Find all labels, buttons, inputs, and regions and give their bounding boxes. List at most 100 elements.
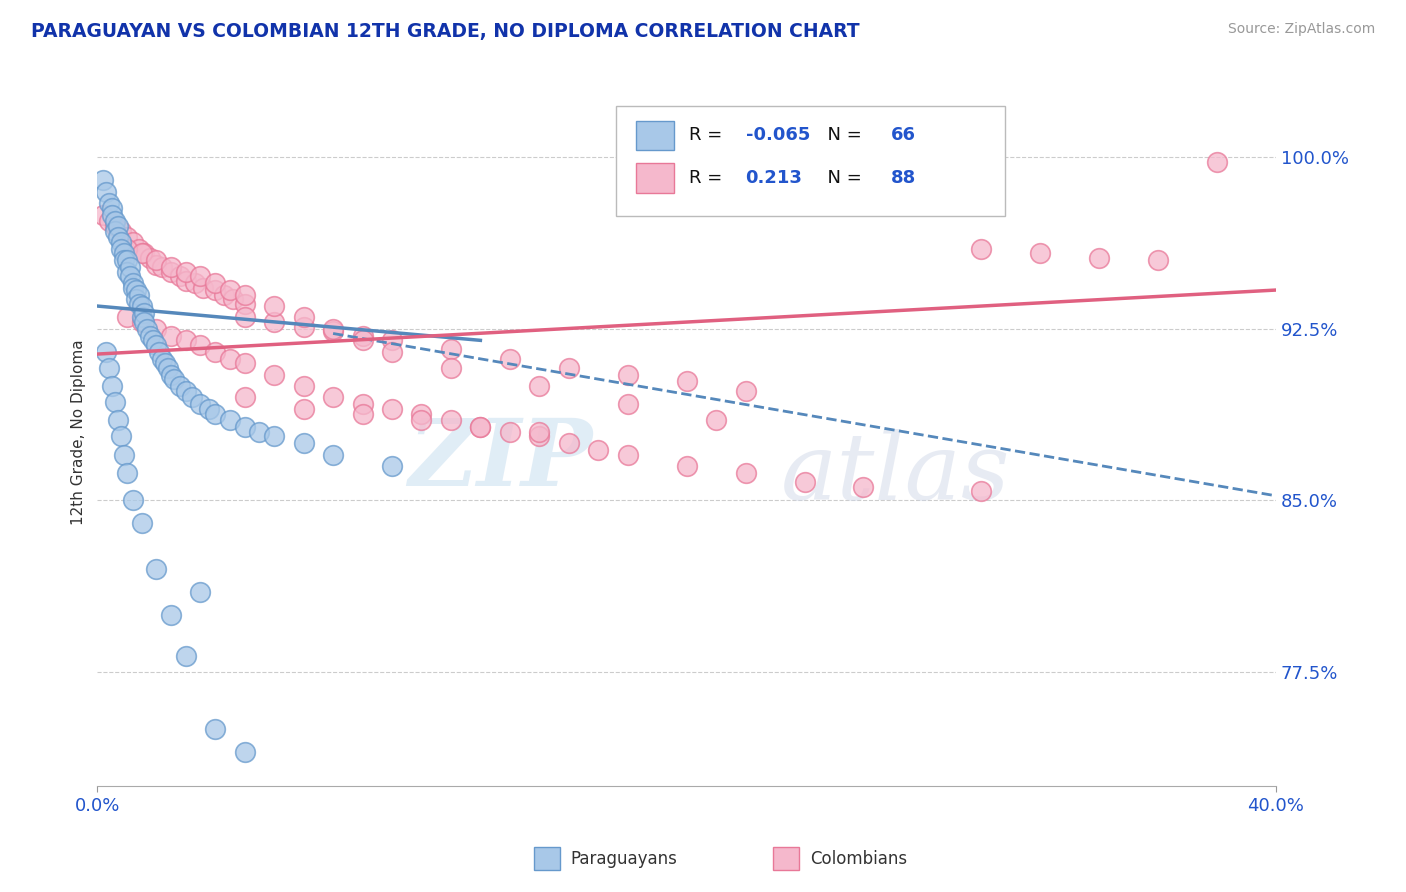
Point [263,368,285,382]
Point [322,324,344,338]
Point [352,407,374,421]
Text: 88: 88 [890,169,915,187]
Point [148,344,170,359]
Point [440,413,463,427]
Point [107,219,129,233]
Point [115,242,138,256]
Point [121,276,143,290]
Point [470,420,492,434]
Point [529,429,551,443]
Point [131,315,153,329]
Point [115,310,138,325]
Point [174,334,197,348]
Point [107,230,129,244]
Point [970,242,993,256]
FancyBboxPatch shape [616,106,1005,216]
Point [233,356,256,370]
Point [107,413,129,427]
Point [91,208,114,222]
Point [588,443,610,458]
Point [352,397,374,411]
Text: R =: R = [689,169,728,187]
Point [190,269,212,284]
Point [352,328,374,343]
Point [115,265,138,279]
Point [104,219,127,233]
Point [558,360,581,375]
Point [204,276,226,290]
Point [160,260,183,275]
Y-axis label: 12th Grade, No Diploma: 12th Grade, No Diploma [72,339,86,524]
Point [292,401,315,416]
Text: N =: N = [817,169,868,187]
Point [174,384,197,398]
Point [160,328,183,343]
Point [198,401,221,416]
Point [1206,155,1229,169]
Point [112,246,135,260]
Point [204,407,226,421]
Point [793,475,815,489]
Point [153,356,176,370]
Point [91,173,114,187]
Point [249,425,271,439]
Point [121,235,143,249]
Point [145,258,167,272]
Point [169,269,191,284]
Point [121,493,143,508]
Point [219,413,242,427]
Text: PARAGUAYAN VS COLOMBIAN 12TH GRADE, NO DIPLOMA CORRELATION CHART: PARAGUAYAN VS COLOMBIAN 12TH GRADE, NO D… [31,22,859,41]
Point [96,344,118,359]
Point [128,297,150,311]
Text: N =: N = [817,126,868,144]
Point [1029,246,1052,260]
Point [233,310,256,325]
Point [222,292,245,306]
Point [163,372,186,386]
Point [145,322,167,336]
Point [233,391,256,405]
Text: -0.065: -0.065 [745,126,810,144]
Point [145,562,167,576]
Point [96,185,118,199]
Point [352,334,374,348]
Point [190,338,212,352]
Point [193,281,215,295]
Point [101,379,124,393]
Point [121,281,143,295]
Point [112,448,135,462]
Point [499,351,522,366]
Point [292,436,315,450]
Point [263,299,285,313]
Point [204,283,226,297]
Point [104,395,127,409]
Bar [636,163,673,193]
Point [145,253,167,268]
Point [115,230,138,244]
Point [142,334,165,348]
Point [101,208,124,222]
Point [131,299,153,313]
Point [118,269,141,284]
Point [190,397,212,411]
Point [174,274,197,288]
Point [233,287,256,301]
Point [233,420,256,434]
Point [734,384,756,398]
Point [174,265,197,279]
Point [128,287,150,301]
Point [440,343,463,357]
Point [180,391,202,405]
Point [128,242,150,256]
Point [150,351,173,366]
Point [440,360,463,375]
Point [157,360,180,375]
Text: Paraguayans: Paraguayans [571,849,678,868]
Point [1088,251,1111,265]
Point [112,253,135,268]
Point [136,322,159,336]
Point [292,319,315,334]
Text: Source: ZipAtlas.com: Source: ZipAtlas.com [1227,22,1375,37]
Point [204,722,226,736]
Point [381,459,404,474]
